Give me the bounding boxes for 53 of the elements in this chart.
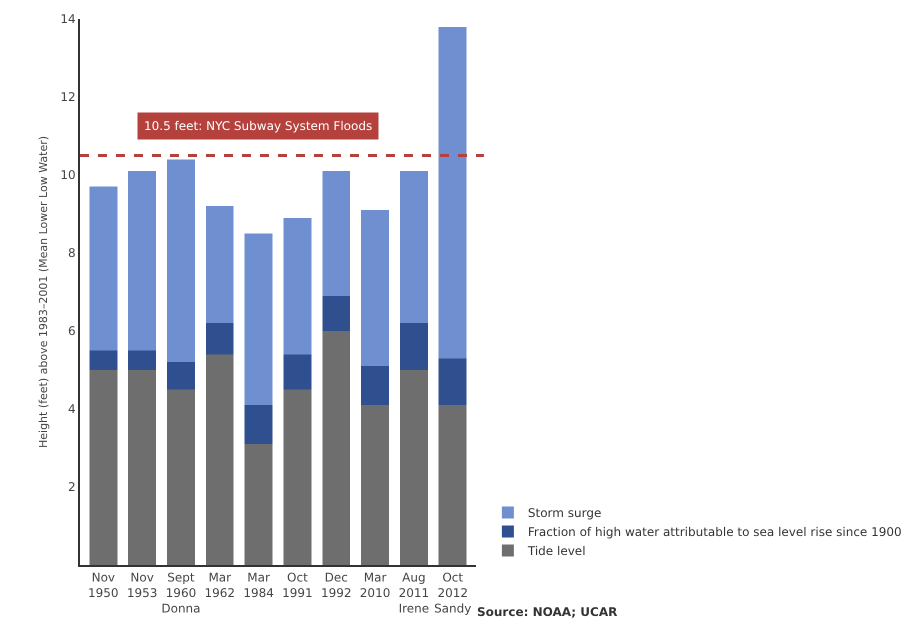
bar	[283, 218, 312, 354]
x-tick-label: Oct 2012 Sandy	[434, 570, 472, 616]
y-tick-label: 4	[68, 402, 76, 416]
bar	[166, 362, 195, 390]
bar	[361, 366, 390, 406]
bar	[361, 210, 390, 366]
legend-label: Tide level	[526, 544, 586, 558]
y-tick-label: 2	[68, 480, 76, 494]
bar	[128, 171, 156, 350]
bar	[244, 234, 273, 406]
x-tick-label: Dec 1992	[320, 570, 352, 600]
bar	[361, 405, 390, 565]
bar	[438, 26, 467, 358]
x-tick-label: Nov 1953	[126, 570, 158, 600]
bar	[89, 370, 118, 565]
x-tick-label: Oct 1991	[282, 570, 313, 600]
bar	[244, 405, 273, 444]
x-tick-label: Aug 2011 Irene	[398, 570, 430, 616]
x-tick-label: Nov 1950	[88, 570, 119, 600]
y-tick-label: 8	[68, 246, 76, 260]
bar	[166, 159, 195, 362]
bar	[322, 296, 350, 331]
bar	[128, 370, 156, 565]
bar	[89, 350, 118, 370]
bar	[206, 354, 234, 565]
bar	[322, 171, 350, 296]
bar	[128, 350, 156, 370]
bar	[206, 206, 234, 324]
ref-line-label: 10.5 feet: NYC Subway System Floods	[144, 119, 372, 133]
bar	[400, 171, 428, 324]
bar	[438, 358, 467, 406]
y-axis-title: Height (feet) above 1983–2001 (Mean Lower Low Water)	[37, 136, 50, 448]
x-tick-label: Mar 2010	[360, 570, 390, 600]
bar	[400, 323, 428, 370]
legend-label: Storm surge	[528, 506, 602, 520]
bar	[206, 323, 234, 354]
x-tick-label: Mar 1984	[243, 570, 274, 600]
y-tick-label: 14	[60, 12, 76, 26]
bar	[244, 444, 273, 565]
y-tick-label: 12	[60, 90, 76, 104]
bar	[283, 354, 312, 390]
y-tick-label: 10	[60, 168, 76, 182]
y-tick-label: 6	[68, 324, 76, 338]
bar	[400, 370, 428, 565]
bar	[322, 331, 350, 565]
x-tick-label: Sept 1960 Donna	[161, 570, 201, 616]
bar	[89, 186, 118, 350]
bar	[283, 390, 312, 565]
source-note: Source: NOAA; UCAR	[477, 605, 618, 619]
legend-label: Fraction of high water attributable to sea level rise since 1900	[528, 525, 902, 540]
x-tick-label: Mar 1962	[204, 570, 236, 600]
bar	[438, 405, 467, 565]
bar	[166, 390, 195, 565]
